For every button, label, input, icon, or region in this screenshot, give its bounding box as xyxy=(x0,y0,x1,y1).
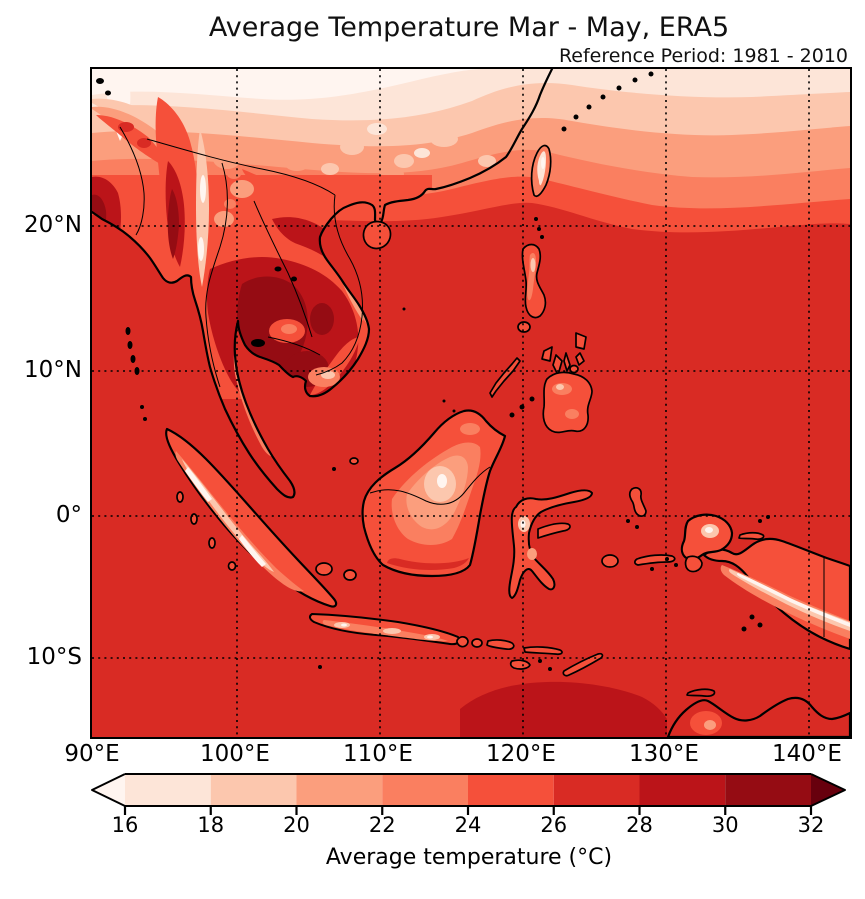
timor-sea-warm-patch xyxy=(460,681,667,737)
australia-coast xyxy=(666,688,850,737)
lat-tick-10s: 10°S xyxy=(26,644,82,670)
lat-tick-20n: 20°N xyxy=(24,212,82,238)
lon-tick-90e: 90°E xyxy=(64,741,120,767)
cbar-tick-20: 20 xyxy=(283,813,310,837)
cbar-tick-18: 18 xyxy=(197,813,225,837)
taiwan-island xyxy=(530,144,552,198)
java-and-lesser-sunda-islands xyxy=(308,613,604,677)
cbar-tick-32: 32 xyxy=(797,813,825,837)
colorbar-label: Average temperature (°C) xyxy=(325,845,613,870)
temperature-map xyxy=(92,69,850,737)
lon-tick-120e: 120°E xyxy=(486,741,556,767)
reference-period-subtitle: Reference Period: 1981 - 2010 xyxy=(558,45,848,67)
borneo-island xyxy=(361,409,507,578)
lon-tick-110e: 110°E xyxy=(343,741,413,767)
cbar-tick-28: 28 xyxy=(626,813,653,837)
lat-tick-0: 0° xyxy=(55,502,82,528)
lon-tick-140e: 140°E xyxy=(772,741,842,767)
cbar-tick-30: 30 xyxy=(711,813,739,837)
colorbar xyxy=(91,773,846,815)
lat-tick-10n: 10°N xyxy=(24,357,82,383)
asia-mainland-coastline xyxy=(92,69,554,499)
cbar-tick-16: 16 xyxy=(111,813,139,837)
lon-tick-130e: 130°E xyxy=(629,741,699,767)
new-guinea-island xyxy=(665,513,850,651)
graticule-gridlines xyxy=(92,69,850,737)
lon-tick-100e: 100°E xyxy=(200,741,270,767)
map-panel xyxy=(90,67,852,739)
country-borders xyxy=(96,78,363,388)
cbar-tick-22: 22 xyxy=(368,813,396,837)
philippines-islands xyxy=(489,243,593,434)
cbar-tick-26: 26 xyxy=(540,813,568,837)
page-title: Average Temperature Mar - May, ERA5 xyxy=(208,12,730,43)
sulawesi-and-moluccas xyxy=(508,486,676,599)
cbar-tick-24: 24 xyxy=(454,813,482,837)
colorbar-ticks xyxy=(123,806,813,815)
hainan-island xyxy=(362,220,392,250)
sumatra-island xyxy=(165,427,357,608)
colorbar-cells xyxy=(92,774,845,806)
